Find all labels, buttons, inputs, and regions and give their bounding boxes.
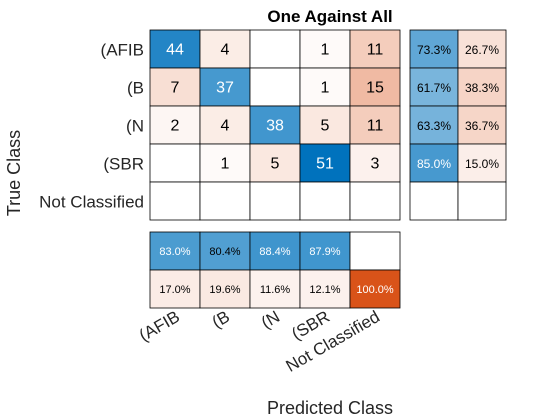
row-summary-value: 26.7% <box>465 43 499 57</box>
column-summary-cell <box>299 231 351 271</box>
matrix-cell <box>349 67 401 107</box>
confusion-matrix-grid: 44 4 1 117 37 1 152 4 38 5 111 5 51 3 <box>149 29 401 221</box>
row-summary-value: 85.0% <box>417 157 451 171</box>
matrix-cell-value: 38 <box>266 118 284 135</box>
matrix-cell-value: 1 <box>321 80 330 97</box>
column-summary-value: 100.0% <box>356 284 394 296</box>
column-summary-grid: 83.0% 80.4% 88.4% 87.9% 17.0% 19.6% 11.6% 12.1%… <box>149 231 401 309</box>
column-summary-value: 80.4% <box>209 246 240 258</box>
matrix-cell <box>199 105 251 145</box>
matrix-cell-value: 4 <box>221 118 230 135</box>
column-summary-value: 88.4% <box>259 246 290 258</box>
column-summary-value: 17.0% <box>159 284 190 296</box>
row-summary-cell <box>457 181 507 221</box>
matrix-cell <box>349 143 401 183</box>
row-summary-grid: 73.3% 26.7% 61.7% 38.3% 63.3% 36.7% 85.0% 15.0% <box>409 29 507 221</box>
column-summary-cell <box>249 231 301 271</box>
row-summary-cell <box>409 105 459 145</box>
row-label: Not Classified <box>39 193 144 212</box>
row-summary-cell <box>409 181 459 221</box>
column-summary-value: 87.9% <box>309 246 340 258</box>
x-axis-label: Predicted Class <box>267 398 393 418</box>
matrix-cell <box>199 181 251 221</box>
row-summary-cell <box>457 29 507 69</box>
matrix-cell-value: 44 <box>166 42 184 59</box>
row-label: (N <box>126 117 144 136</box>
matrix-cell-value: 5 <box>321 118 330 135</box>
matrix-cell <box>149 143 201 183</box>
matrix-cell <box>249 67 301 107</box>
row-labels: (AFIB (B (N (SBR Not Classified <box>39 41 144 212</box>
row-summary-value: 61.7% <box>417 81 451 95</box>
row-summary-value: 36.7% <box>465 119 499 133</box>
row-summary-cell <box>457 105 507 145</box>
matrix-cell <box>199 29 251 69</box>
row-summary-value: 73.3% <box>417 43 451 57</box>
matrix-cell-value: 2 <box>171 118 180 135</box>
column-summary-value: 12.1% <box>309 284 340 296</box>
matrix-cell <box>249 29 301 69</box>
matrix-cell-value: 37 <box>216 80 234 97</box>
column-label: (N <box>258 307 283 332</box>
matrix-cell <box>349 29 401 69</box>
row-label: (SBR <box>103 155 144 174</box>
matrix-cell-value: 1 <box>321 42 330 59</box>
row-label: (B <box>127 79 144 98</box>
column-summary-value: 11.6% <box>260 284 291 296</box>
column-summary-value: 83.0% <box>159 246 190 258</box>
column-summary-cell <box>349 269 401 309</box>
row-summary-value: 38.3% <box>465 81 499 95</box>
matrix-cell <box>299 181 351 221</box>
row-summary-cell <box>457 143 507 183</box>
matrix-cell <box>149 181 201 221</box>
matrix-cell <box>199 67 251 107</box>
matrix-cell-value: 3 <box>371 156 380 173</box>
y-axis-label: True Class <box>4 130 24 216</box>
column-label: (AFIB <box>136 307 183 345</box>
row-summary-cell <box>457 67 507 107</box>
matrix-cell-value: 15 <box>366 80 384 97</box>
matrix-cell-value: 51 <box>316 156 334 173</box>
column-summary-cell <box>199 269 251 309</box>
matrix-cell <box>299 143 351 183</box>
matrix-cell <box>299 29 351 69</box>
matrix-cell <box>299 105 351 145</box>
matrix-cell <box>149 29 201 69</box>
row-summary-value: 15.0% <box>465 157 499 171</box>
matrix-cell-value: 1 <box>221 156 230 173</box>
column-summary-cell <box>349 231 401 271</box>
matrix-cell <box>249 181 301 221</box>
column-summary-value: 19.6% <box>209 284 240 296</box>
row-summary-value: 63.3% <box>417 119 451 133</box>
row-summary-cell <box>409 67 459 107</box>
column-summary-cell <box>199 231 251 271</box>
row-summary-cell <box>409 29 459 69</box>
matrix-cell-value: 5 <box>271 156 280 173</box>
chart-title: One Against All <box>267 7 392 26</box>
matrix-cell-value: 4 <box>221 42 230 59</box>
column-label: (B <box>209 307 233 332</box>
matrix-cell-value: 11 <box>367 118 384 135</box>
matrix-cell-value: 11 <box>367 42 384 59</box>
matrix-cell <box>199 143 251 183</box>
matrix-cell <box>349 181 401 221</box>
matrix-cell-value: 7 <box>171 80 180 97</box>
row-label: (AFIB <box>101 41 144 60</box>
